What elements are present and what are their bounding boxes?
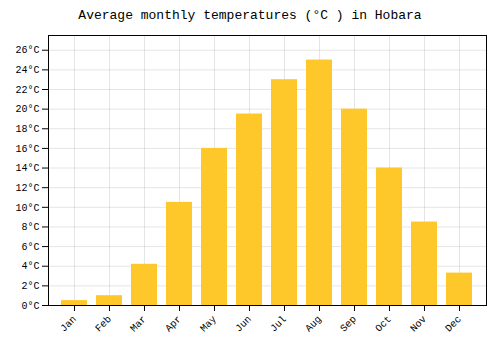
svg-text:26°C: 26°C: [15, 45, 39, 56]
svg-text:Sep: Sep: [338, 314, 359, 335]
svg-text:24°C: 24°C: [15, 65, 39, 76]
svg-text:12°C: 12°C: [15, 183, 39, 194]
svg-text:Oct: Oct: [373, 314, 394, 335]
svg-text:Jan: Jan: [58, 314, 79, 335]
svg-text:8°C: 8°C: [21, 222, 39, 233]
svg-text:Dec: Dec: [443, 314, 464, 335]
svg-text:Mar: Mar: [128, 314, 149, 335]
svg-text:Nov: Nov: [408, 314, 429, 335]
html-text:Average monthly temperatures (: Average monthly temperatures (°C ) in Ho…: [78, 8, 422, 23]
svg-text:Aug: Aug: [303, 314, 324, 335]
svg-text:2°C: 2°C: [21, 281, 39, 292]
svg-text:0°C: 0°C: [21, 301, 39, 312]
svg-text:22°C: 22°C: [15, 85, 39, 96]
svg-text:4°C: 4°C: [21, 261, 39, 272]
svg-text:May: May: [198, 314, 219, 335]
svg-text:16°C: 16°C: [15, 144, 39, 155]
svg-text:18°C: 18°C: [15, 124, 39, 135]
svg-text:14°C: 14°C: [15, 163, 39, 174]
svg-text:Apr: Apr: [163, 314, 184, 335]
svg-text:Jul: Jul: [268, 314, 289, 335]
svg-text:20°C: 20°C: [15, 104, 39, 115]
svg-text:Jun: Jun: [233, 314, 254, 335]
svg-text:6°C: 6°C: [21, 242, 39, 253]
svg-text:10°C: 10°C: [15, 203, 39, 214]
svg-text:Feb: Feb: [93, 314, 114, 335]
